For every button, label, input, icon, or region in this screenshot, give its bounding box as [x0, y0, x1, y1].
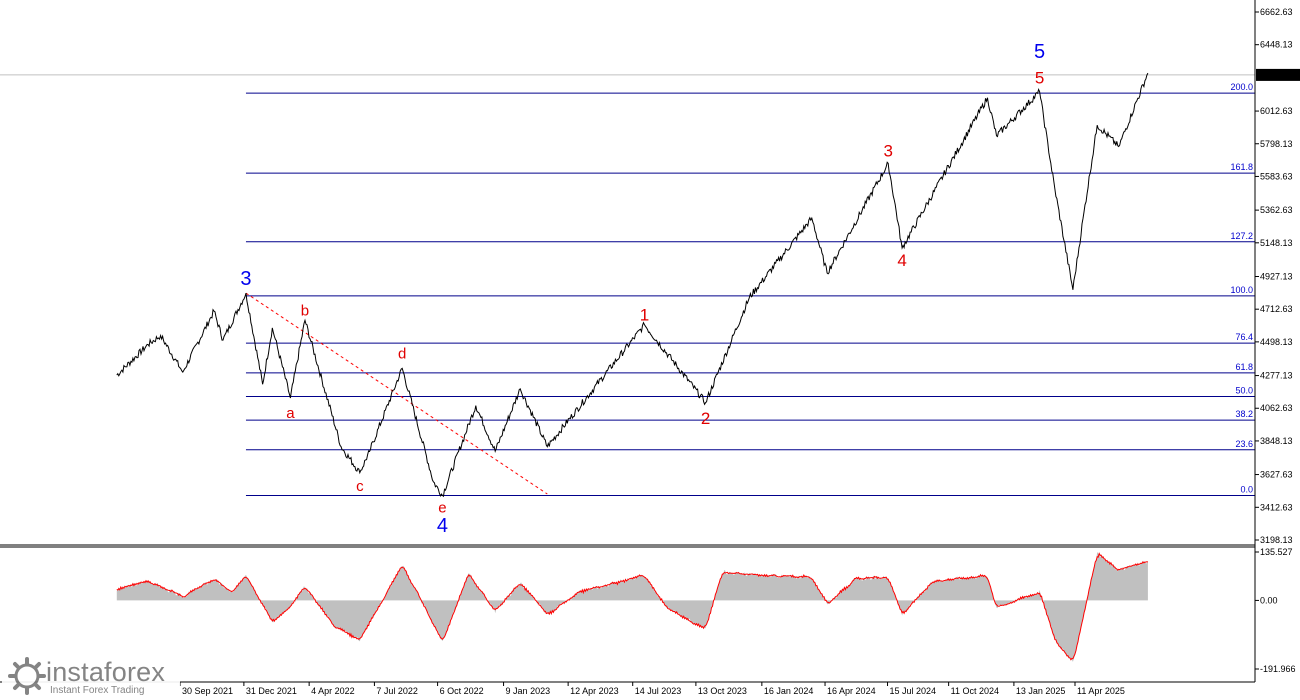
wave-label-a: a: [286, 405, 295, 422]
price-tick-label: 5798.13: [1260, 139, 1293, 149]
time-tick-label: 12 Apr 2023: [570, 686, 619, 696]
trend-line: [245, 292, 548, 495]
price-tick-label: 5583.63: [1260, 171, 1293, 181]
time-tick-label: 13 Oct 2023: [698, 686, 747, 696]
oscillator-panel: [116, 551, 1148, 662]
time-tick-label: 16 Apr 2024: [827, 686, 876, 696]
osc-tick-label: 135.527: [1260, 547, 1293, 557]
fib-level-label: 161.8: [1230, 162, 1253, 172]
wave-label-d: d: [398, 345, 406, 362]
time-tick-label: 11 Apr 2025: [1077, 686, 1125, 696]
time-tick-label: 15 Jul 2024: [890, 686, 937, 696]
fib-level-label: 38.2: [1235, 409, 1253, 419]
price-tick-label: 3627.63: [1260, 470, 1293, 480]
logo-name: instaforex: [46, 657, 166, 687]
wave-label-b: b: [301, 303, 309, 320]
price-tick-label: 4712.63: [1260, 304, 1293, 314]
fib-level-label: 50.0: [1235, 385, 1253, 395]
price-tick-label: 3412.63: [1260, 502, 1293, 512]
wave-label-5: 5: [1034, 41, 1045, 63]
time-tick-label: 31 Dec 2021: [246, 686, 297, 696]
time-tick-label: 11 Oct 2024: [951, 686, 999, 696]
fib-level-label: 76.4: [1235, 332, 1253, 342]
time-tick-label: 13 Jan 2025: [1016, 686, 1066, 696]
wave-label-2: 2: [701, 409, 710, 428]
oscillator-histogram: [116, 551, 1148, 662]
price-tick-label: 4498.13: [1260, 337, 1293, 347]
fib-level-label: 0.0: [1240, 485, 1253, 495]
wave-label-3: 3: [240, 268, 251, 290]
wave-label-3: 3: [883, 141, 892, 160]
price-tick-label: 4062.63: [1260, 403, 1293, 413]
fib-level-label: 61.8: [1235, 362, 1253, 372]
fib-level-label: 23.6: [1235, 439, 1253, 449]
price-tick-label: 6012.63: [1260, 106, 1293, 116]
oscillator-signal-line: [116, 552, 1148, 661]
price-line: [116, 72, 1149, 498]
price-tick-label: 4277.13: [1260, 371, 1293, 381]
wave-label-e: e: [438, 499, 446, 516]
fib-level-label: 127.2: [1230, 231, 1253, 241]
price-tick-label: 6662.63: [1260, 7, 1293, 17]
current-price-box: [1256, 68, 1300, 81]
time-tick-label: 14 Jul 2023: [635, 686, 682, 696]
fib-level-label: 100.0: [1230, 285, 1253, 295]
instaforex-logo-icon: [8, 657, 46, 695]
fib-level-label: 200.0: [1230, 82, 1253, 92]
time-tick-label: 6 Oct 2022: [440, 686, 484, 696]
price-tick-label: 5362.63: [1260, 205, 1293, 215]
main-price-panel: 200.0161.8127.2100.076.461.850.038.223.6…: [0, 41, 1255, 537]
osc-tick-label: -191.966: [1260, 664, 1296, 674]
time-tick-label: 9 Jan 2023: [506, 686, 551, 696]
price-tick-label: 4927.13: [1260, 271, 1293, 281]
price-tick-label: 6448.13: [1260, 40, 1293, 50]
price-tick-label: 3848.13: [1260, 436, 1293, 446]
time-tick-label: 4 Apr 2022: [311, 686, 355, 696]
wave-label-4: 4: [897, 251, 906, 270]
time-tick-label: 16 Jan 2024: [764, 686, 814, 696]
osc-tick-label: 0.00: [1260, 595, 1278, 605]
price-tick-label: 5148.13: [1260, 238, 1293, 248]
time-tick-label: 30 Sep 2021: [182, 686, 233, 696]
wave-label-1: 1: [640, 305, 649, 324]
instaforex-logo: instaforex Instant Forex Trading: [2, 655, 180, 699]
price-tick-label: 3198.13: [1260, 535, 1293, 545]
wave-label-5: 5: [1035, 68, 1044, 87]
logo-subtitle: Instant Forex Trading: [50, 685, 145, 696]
wave-label-c: c: [356, 478, 364, 495]
time-tick-label: 7 Jul 2022: [376, 686, 418, 696]
wave-label-4: 4: [437, 515, 448, 537]
current-price-label: 6249.91: [1259, 70, 1292, 80]
